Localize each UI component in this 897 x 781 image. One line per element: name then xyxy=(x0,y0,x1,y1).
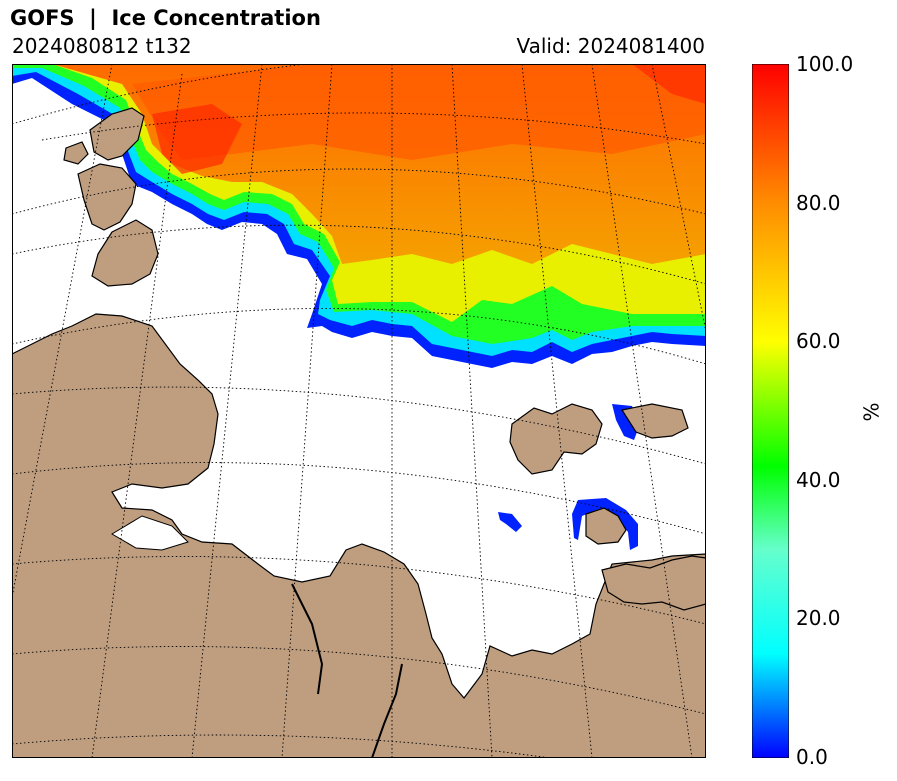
graticule xyxy=(12,64,706,758)
colorbar-tick-60: 60.0 xyxy=(796,329,841,353)
colorbar-unit-label: % xyxy=(859,402,884,422)
ice-patch-new-siberian xyxy=(572,498,638,550)
figure-title: GOFS | Ice Concentration xyxy=(10,6,321,30)
ice-patch-small xyxy=(498,512,522,532)
colorbar-tick-20: 20.0 xyxy=(796,606,841,630)
land xyxy=(12,107,706,758)
colorbar-tick-80: 80.0 xyxy=(796,191,841,215)
valid-time-label: Valid: 2024081400 xyxy=(516,34,705,58)
run-label: 2024080812 t132 xyxy=(12,34,192,58)
land-kotelny xyxy=(621,403,689,439)
ocean-bay xyxy=(111,515,189,551)
river-lena xyxy=(371,663,403,758)
river-yana xyxy=(291,583,324,695)
ice-concentration-map xyxy=(12,64,706,758)
colorbar-tick-40: 40.0 xyxy=(796,468,841,492)
land-wrangel xyxy=(601,555,706,611)
land-new-siberian-islands xyxy=(509,403,603,475)
land-island-west xyxy=(77,163,137,231)
land-island-small xyxy=(63,141,89,165)
land-mainland xyxy=(12,313,706,758)
colorbar xyxy=(752,64,789,758)
colorbar-tick-100: 100.0 xyxy=(796,52,854,76)
land-lyakhovsky xyxy=(585,507,627,545)
land-severnaya xyxy=(91,219,159,287)
land-archipelago-north xyxy=(89,107,145,161)
sea-ice-pack xyxy=(12,64,706,368)
colorbar-tick-0: 0.0 xyxy=(796,745,828,769)
